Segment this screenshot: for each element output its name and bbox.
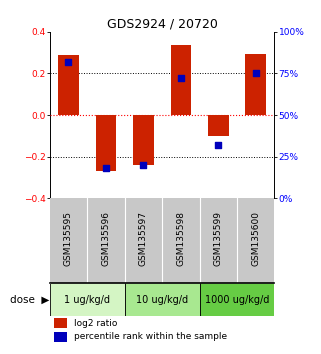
Text: GSM135596: GSM135596 bbox=[101, 211, 110, 266]
Text: dose  ▶: dose ▶ bbox=[10, 295, 50, 304]
Point bbox=[253, 70, 258, 76]
Bar bbox=[133, 115, 154, 165]
Point bbox=[178, 76, 183, 81]
Point bbox=[216, 142, 221, 148]
Text: 1000 ug/kg/d: 1000 ug/kg/d bbox=[205, 295, 269, 304]
Text: log2 ratio: log2 ratio bbox=[74, 319, 118, 328]
Bar bbox=[208, 115, 229, 136]
Bar bbox=[246, 54, 266, 115]
Point bbox=[103, 165, 108, 171]
Title: GDS2924 / 20720: GDS2924 / 20720 bbox=[107, 18, 218, 31]
Bar bbox=[54, 318, 67, 329]
Text: GSM135599: GSM135599 bbox=[214, 211, 223, 266]
Point bbox=[141, 162, 146, 168]
Bar bbox=[54, 332, 67, 342]
Text: GSM135595: GSM135595 bbox=[64, 211, 73, 266]
Text: GSM135598: GSM135598 bbox=[176, 211, 185, 266]
Bar bbox=[96, 115, 116, 171]
Bar bbox=[125, 283, 200, 316]
Text: GSM135600: GSM135600 bbox=[251, 211, 260, 266]
Text: GSM135597: GSM135597 bbox=[139, 211, 148, 266]
Text: 10 ug/kg/d: 10 ug/kg/d bbox=[136, 295, 188, 304]
Text: 1 ug/kg/d: 1 ug/kg/d bbox=[64, 295, 110, 304]
Bar bbox=[170, 45, 191, 115]
Point bbox=[66, 59, 71, 65]
Bar bbox=[50, 283, 125, 316]
Bar bbox=[58, 55, 79, 115]
Bar bbox=[200, 283, 274, 316]
Text: percentile rank within the sample: percentile rank within the sample bbox=[74, 332, 228, 341]
